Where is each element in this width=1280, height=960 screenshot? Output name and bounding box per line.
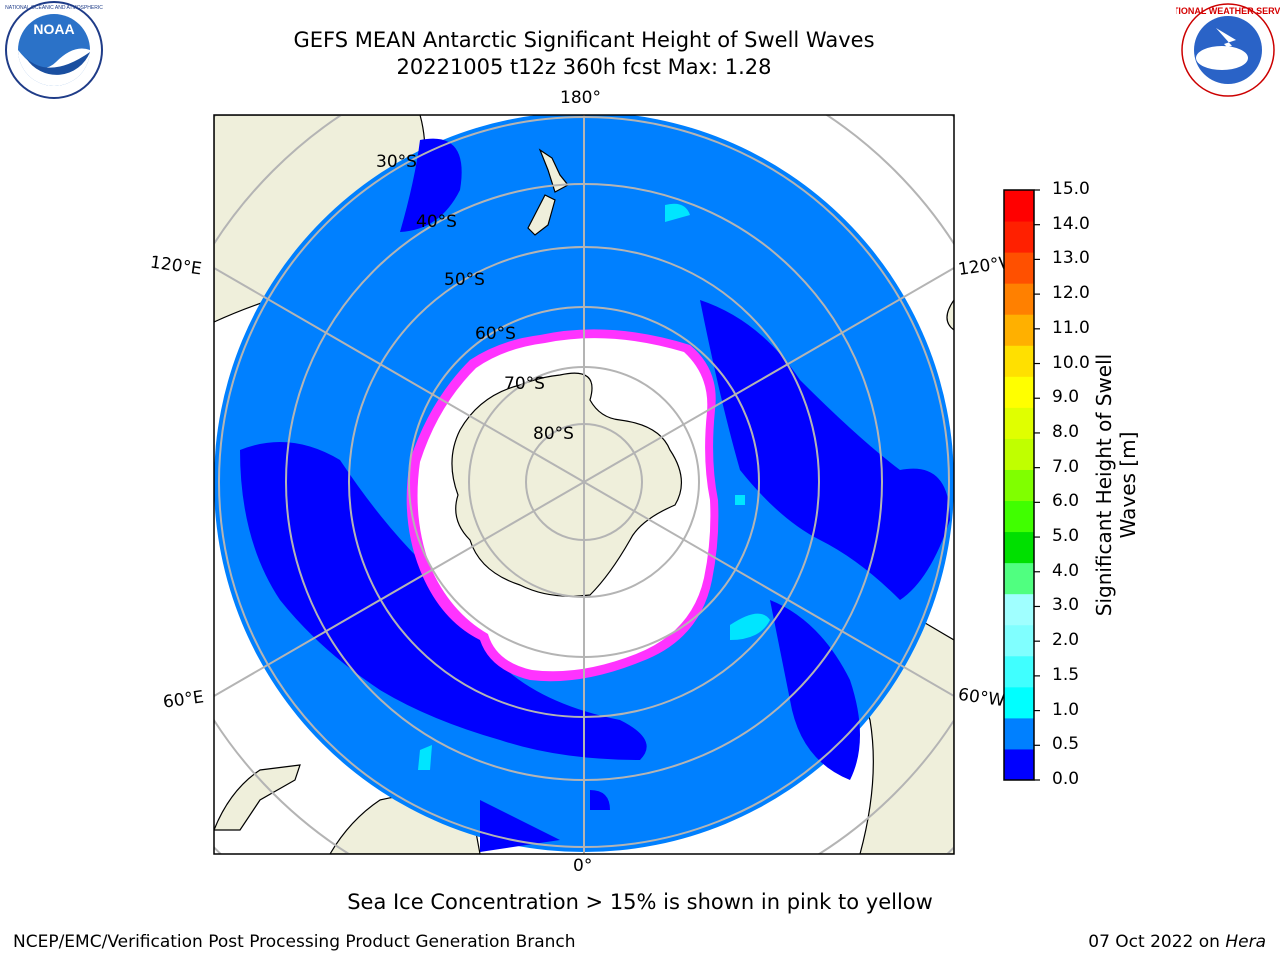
footer-machine: Hera [1225,932,1266,952]
lat-label-40s: 40°S [416,212,457,232]
chart-title: GEFS MEAN Antarctic Significant Height o… [293,28,875,52]
colorbar-tick-label: 6.0 [1052,491,1080,512]
colorbar-tick-label: 7.0 [1052,456,1080,477]
colorbar-swatch [1004,190,1034,222]
colorbar-tick-label: 11.0 [1052,317,1090,338]
colorbar-swatch [1004,221,1034,253]
low-swell-areas [240,138,950,852]
lat-label-80s: 80°S [533,424,574,444]
colorbar-tick-label: 15.0 [1052,179,1090,199]
colorbar-swatch [1004,748,1034,781]
colorbar-swatch [1004,500,1034,533]
lat-label-50s: 50°S [444,270,485,290]
colorbar-tick-label: 13.0 [1052,248,1090,269]
colorbar-tick-label: 3.0 [1052,595,1080,616]
colorbar-swatch [1004,655,1034,688]
svg-text:NATIONAL WEATHER SERVICE: NATIONAL WEATHER SERVICE [1176,6,1280,16]
colorbar-frame [1003,189,1035,781]
colorbar-tick-label: 8.0 [1052,421,1080,442]
colorbar-tick-label: 9.0 [1052,387,1080,408]
footer-date: 07 Oct 2022 on Hera [1088,932,1266,952]
colorbar-tick-label: 0.5 [1052,734,1080,755]
colorbar-swatch [1004,624,1034,657]
map-frame [213,114,955,855]
colorbar-tick-label: 4.0 [1052,560,1080,581]
colorbar-swatch [1004,469,1034,502]
colorbar-tick-label: 1.5 [1052,664,1080,685]
antarctica [451,372,682,597]
lat-label-60s: 60°S [475,324,516,344]
colorbar-tick-label: 1.0 [1052,699,1080,720]
colorbar-swatch [1004,562,1034,595]
lat-label-30s: 30°S [376,152,417,172]
lon-label-180: 180° [560,88,601,108]
colorbar-tick-label: 12.0 [1052,283,1090,304]
noaa-logo: NOAA NATIONAL OCEANIC AND ATMOSPHERIC [5,1,103,99]
colorbar-tick-label: 5.0 [1052,526,1080,547]
colorbar-swatch [1004,531,1034,564]
colorbar-tick-label: 14.0 [1052,213,1090,234]
colorbar-swatch [1004,283,1034,315]
svg-text:NOAA: NOAA [33,21,74,37]
colorbar-label: Significant Height of Swell Waves [m] [1092,353,1140,617]
moderate-swell-flecks [418,203,770,770]
colorbar [1003,189,1040,781]
colorbar-swatch [1004,314,1034,346]
caption: Sea Ice Concentration > 15% is shown in … [347,890,933,914]
colorbar-swatch [1004,717,1034,750]
graticule [214,115,954,854]
colorbar-tick-label: 10.0 [1052,352,1090,373]
lat-label-70s: 70°S [504,374,545,394]
footer-date-text: 07 Oct 2022 on [1088,932,1226,952]
colorbar-tick-label: 0.0 [1052,769,1080,789]
colorbar-tick-label: 2.0 [1052,630,1080,651]
colorbar-swatch [1004,407,1034,439]
colorbar-swatch [1004,376,1034,408]
colorbar-swatch [1004,686,1034,719]
colorbar-swatch [1004,252,1034,284]
svg-text:NATIONAL OCEANIC AND ATMOSPHER: NATIONAL OCEANIC AND ATMOSPHERIC [5,5,103,11]
lon-label-0: 0° [573,856,593,876]
footer-credit: NCEP/EMC/Verification Post Processing Pr… [13,932,576,952]
colorbar-swatch [1004,593,1034,626]
chart-subtitle: 20221005 t12z 360h fcst Max: 1.28 [396,55,772,79]
colorbar-swatch [1004,438,1034,470]
colorbar-swatch [1004,345,1034,377]
national-weather-service-logo: NATIONAL WEATHER SERVICE [1176,3,1280,97]
